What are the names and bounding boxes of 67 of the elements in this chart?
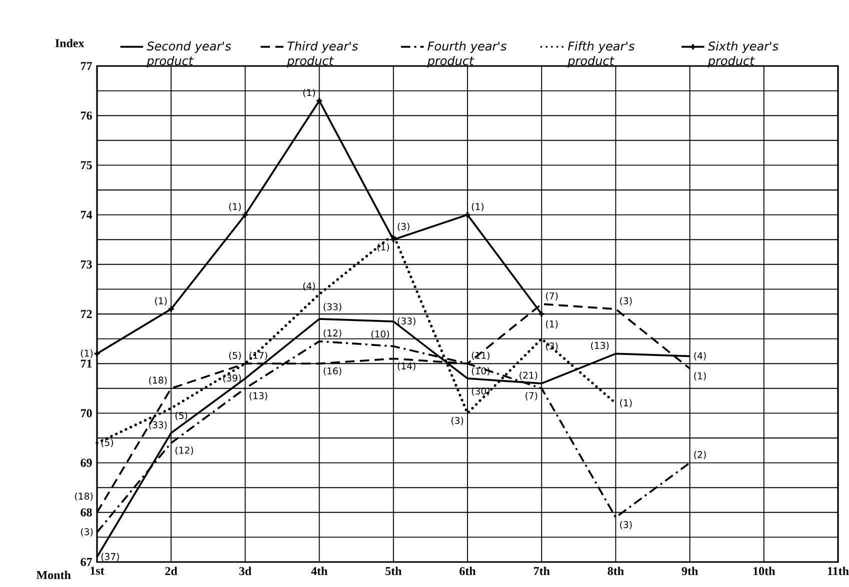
annotation: (3)	[546, 342, 558, 351]
annotation: (1)	[472, 202, 484, 212]
x-tick-label: 11th	[828, 566, 849, 576]
annotation: (4)	[694, 352, 706, 360]
annotation: (3)	[620, 520, 632, 530]
y-tick-label: 75	[80, 161, 92, 170]
legend-label: Fourth year's product	[427, 41, 506, 68]
y-tick-label: 68	[80, 508, 92, 516]
annotation: (3)	[451, 416, 464, 426]
annotation: (13)	[591, 342, 609, 350]
y-tick-label: 73	[80, 260, 92, 268]
annotation: (2)	[694, 450, 706, 460]
point	[464, 211, 472, 218]
annotation: (1)	[620, 399, 632, 408]
x-axis-title: Month	[36, 570, 71, 580]
annotation: (33)	[398, 317, 416, 326]
annotation: (1)	[155, 297, 167, 306]
legend-label: Sixth year's product	[708, 41, 778, 68]
annotation: (4)	[303, 282, 315, 291]
annotation: (18)	[149, 376, 167, 385]
y-tick-label: 77	[80, 62, 92, 70]
point	[316, 97, 323, 104]
annotation: (1)	[694, 372, 706, 380]
y-tick-label: 76	[80, 112, 92, 120]
point	[168, 305, 175, 313]
y-tick-label: 70	[80, 409, 92, 418]
annotation: (1)	[546, 320, 558, 329]
annotation: (16)	[324, 367, 342, 376]
annotation: (1)	[80, 350, 93, 358]
y-tick-label: 74	[80, 210, 92, 219]
x-tick-label: 2d	[165, 566, 178, 576]
y-axis-title: Index	[55, 38, 84, 48]
annotation: (7)	[526, 392, 538, 400]
legend-label: Third year's product	[286, 41, 358, 68]
annotation: (10)	[371, 330, 390, 339]
annotation: (5)	[176, 412, 188, 420]
x-tick-label: 9th	[682, 566, 698, 576]
legend-label: Fifth year's product	[568, 41, 634, 68]
annotation: (33)	[324, 303, 342, 312]
x-tick-label: 5th	[386, 566, 402, 576]
annotation: (5)	[229, 352, 241, 360]
annotation: (18)	[75, 492, 93, 501]
annotation: (12)	[324, 329, 342, 338]
point	[242, 211, 249, 218]
annotation: (3)	[80, 528, 93, 536]
x-tick-label: 7th	[534, 566, 550, 576]
legend-label: Second year's product	[146, 41, 231, 68]
annotation: (12)	[176, 446, 194, 455]
y-tick-label: 72	[80, 310, 92, 318]
annotation: (21)	[520, 372, 538, 380]
annotation: (33)	[149, 421, 167, 430]
annotation: (1)	[377, 243, 390, 252]
x-tick-label: 6th	[460, 566, 476, 576]
x-tick-label: 1st	[90, 566, 104, 575]
y-tick-label: 71	[80, 360, 92, 368]
annotation: (37)	[101, 552, 119, 562]
annotation: (3)	[398, 222, 410, 232]
annotation: (1)	[229, 202, 241, 212]
annotation: (7)	[546, 292, 558, 300]
y-tick-label: 69	[80, 458, 92, 467]
x-tick-label: 4th	[311, 566, 328, 576]
x-tick-label: 3d	[239, 566, 252, 576]
x-tick-label: 10th	[754, 566, 776, 576]
y-tick-label: 67	[80, 558, 92, 566]
annotation: (13)	[250, 392, 268, 400]
x-tick-label: 8th	[608, 566, 624, 576]
annotation: (3)	[620, 297, 632, 306]
